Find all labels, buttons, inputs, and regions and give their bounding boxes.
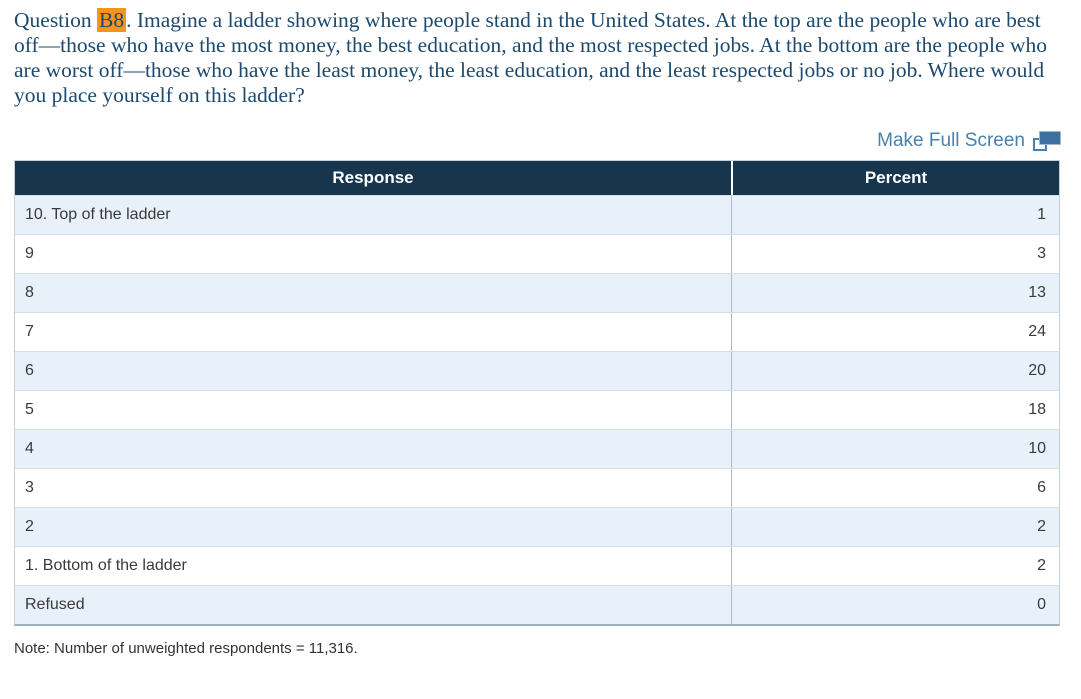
table-row: 2 2 [15,507,1059,546]
fullscreen-icon [1033,131,1061,151]
percent-cell: 13 [731,274,1059,312]
percent-cell: 20 [731,352,1059,390]
table-row: 1. Bottom of the ladder 2 [15,546,1059,585]
survey-question-page: Question B8. Imagine a ladder showing wh… [0,8,1081,699]
note-text: Note: Number of unweighted respondents =… [14,640,358,657]
question-body: . Imagine a ladder showing where people … [14,8,1047,107]
percent-column-header: Percent [731,161,1059,195]
table-row: 9 3 [15,234,1059,273]
table-row: 5 18 [15,390,1059,429]
response-cell: 10. Top of the ladder [25,206,171,223]
table-row: 3 6 [15,468,1059,507]
response-cell: 3 [25,479,34,496]
table-row: 10. Top of the ladder 1 [15,195,1059,234]
response-cell: 8 [25,284,34,301]
highlighted-question-id: B8 [97,8,127,32]
fullscreen-icon-fill [1039,131,1061,145]
table-row: 6 20 [15,351,1059,390]
percent-cell: 24 [731,313,1059,351]
response-cell: 4 [25,440,34,457]
results-table: Response Percent 10. Top of the ladder 1… [14,160,1060,626]
response-cell: 7 [25,323,34,340]
percent-cell: 6 [731,469,1059,507]
question-text: Question B8. Imagine a ladder showing wh… [14,8,1069,108]
percent-cell: 1 [731,196,1059,234]
response-column-header: Response [332,168,414,187]
make-full-screen-label: Make Full Screen [877,130,1025,151]
response-cell: 1. Bottom of the ladder [25,557,187,574]
percent-cell: 18 [731,391,1059,429]
response-cell: Refused [25,596,85,613]
percent-cell: 0 [731,586,1059,624]
table-row: 4 10 [15,429,1059,468]
table-row: 8 13 [15,273,1059,312]
response-cell: 9 [25,245,34,262]
percent-cell: 2 [731,508,1059,546]
percent-cell: 10 [731,430,1059,468]
response-cell: 2 [25,518,34,535]
table-row: Refused 0 [15,585,1059,624]
question-prefix: Question [14,8,98,32]
response-cell: 5 [25,401,34,418]
make-full-screen-link[interactable]: Make Full Screen [877,130,1061,152]
table-row: 7 24 [15,312,1059,351]
percent-cell: 2 [731,547,1059,585]
table-header-row: Response Percent [15,161,1059,195]
response-cell: 6 [25,362,34,379]
fullscreen-toolbar: Make Full Screen [14,128,1061,154]
percent-cell: 3 [731,235,1059,273]
